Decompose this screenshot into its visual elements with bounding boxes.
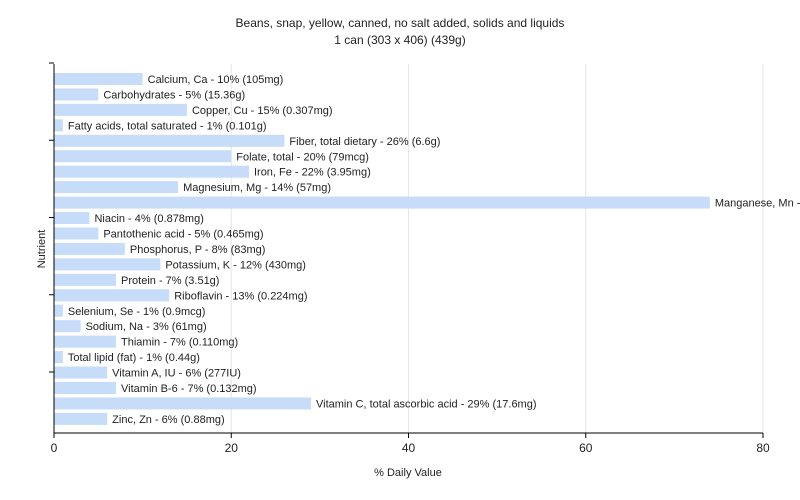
bar xyxy=(54,181,179,194)
bar-data-label: Thiamin - 7% (0.110mg) xyxy=(121,337,238,349)
bar-data-label: Vitamin C, total ascorbic acid - 29% (17… xyxy=(316,398,537,410)
chart-title: Beans, snap, yellow, canned, no salt add… xyxy=(236,16,565,30)
bar xyxy=(54,320,81,333)
bar-data-label: Folate, total - 20% (79mcg) xyxy=(236,151,369,163)
x-tick-label: 60 xyxy=(579,441,593,455)
bar-data-label: Total lipid (fat) - 1% (0.44g) xyxy=(68,352,200,364)
bar xyxy=(54,304,63,317)
x-tick-label: 40 xyxy=(402,441,416,455)
bars xyxy=(54,73,710,425)
x-tick-label: 0 xyxy=(51,441,58,455)
bar-data-label: Iron, Fe - 22% (3.95mg) xyxy=(254,167,371,179)
bar-data-label: Niacin - 4% (0.878mg) xyxy=(94,213,203,225)
gridlines xyxy=(230,64,764,433)
y-axis-label: Nutrient xyxy=(36,230,48,269)
x-tick-label: 20 xyxy=(225,441,239,455)
bar-data-label: Potassium, K - 12% (430mg) xyxy=(165,259,306,271)
bar-data-label: Fiber, total dietary - 26% (6.6g) xyxy=(289,136,440,148)
bar xyxy=(54,258,161,271)
bar xyxy=(54,227,99,240)
bar-data-label: Fatty acids, total saturated - 1% (0.101… xyxy=(68,120,267,132)
bar xyxy=(54,73,143,85)
bar xyxy=(54,335,117,348)
bar-data-label: Carbohydrates - 5% (15.36g) xyxy=(103,89,245,101)
x-axis-label: % Daily Value xyxy=(374,467,442,479)
chart-subtitle: 1 can (303 x 406) (439g) xyxy=(334,33,465,47)
bar-data-label: Riboflavin - 13% (0.224mg) xyxy=(174,290,307,302)
bar-data-label: Vitamin A, IU - 6% (277IU) xyxy=(112,368,241,380)
bar-data-label: Copper, Cu - 15% (0.307mg) xyxy=(192,105,333,117)
axes: 0 20 40 60 80 xyxy=(49,62,770,455)
bar xyxy=(54,150,232,163)
x-tick-label: 80 xyxy=(756,441,770,455)
bar xyxy=(54,412,108,425)
bar xyxy=(54,88,99,101)
bar-data-label: Magnesium, Mg - 14% (57mg) xyxy=(183,182,331,194)
bar-data-label: Selenium, Se - 1% (0.9mcg) xyxy=(68,306,206,318)
bar xyxy=(54,351,63,364)
bar xyxy=(54,366,108,379)
bar-data-label: Protein - 7% (3.51g) xyxy=(121,275,219,287)
bar xyxy=(54,242,125,255)
bar xyxy=(54,289,170,302)
bar-data-label: Pantothenic acid - 5% (0.465mg) xyxy=(103,229,263,241)
bar xyxy=(54,119,63,132)
bar xyxy=(54,397,312,410)
bar xyxy=(54,165,249,178)
bar xyxy=(54,273,117,286)
bar-data-label: Zinc, Zn - 6% (0.88mg) xyxy=(112,414,224,426)
bar-data-label: Sodium, Na - 3% (61mg) xyxy=(86,321,207,333)
bar-data-label: Calcium, Ca - 10% (105mg) xyxy=(148,74,284,86)
bar xyxy=(54,103,187,116)
bar-data-label: Phosphorus, P - 8% (83mg) xyxy=(130,244,266,256)
bar xyxy=(54,382,117,394)
data-labels: Calcium, Ca - 10% (105mg) Carbohydrates -… xyxy=(68,74,800,426)
bar xyxy=(54,196,710,209)
bar xyxy=(54,212,90,225)
bar-data-label: Manganese, Mn - 74% (1.471mg) xyxy=(715,198,800,210)
bar xyxy=(54,134,285,147)
bar-data-label: Vitamin B-6 - 7% (0.132mg) xyxy=(121,383,257,395)
